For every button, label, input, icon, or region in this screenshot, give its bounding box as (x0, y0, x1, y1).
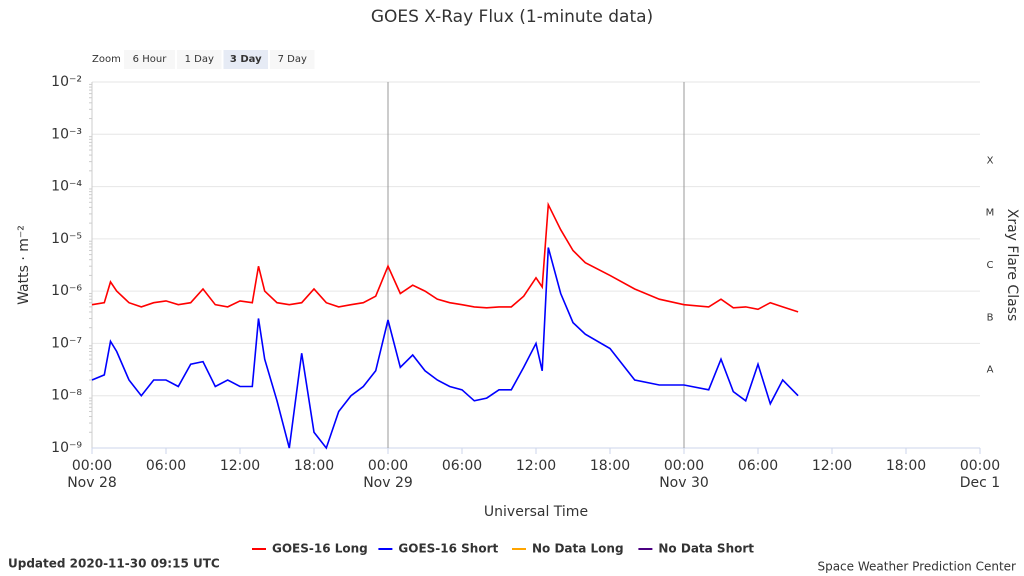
flare-class: B (987, 312, 994, 323)
legend-label[interactable]: GOES-16 Long (272, 542, 368, 556)
zoom-button-bg[interactable] (177, 50, 222, 69)
x-tick-date: Dec 1 (960, 475, 1000, 491)
flare-class: A (987, 365, 994, 376)
series-line (91, 247, 799, 450)
x-tick-date: Nov 30 (659, 475, 709, 491)
x-tick-label: 00:00 (664, 458, 704, 474)
zoom-button[interactable]: 1 Day (185, 54, 214, 65)
y-axis-title: Watts · m⁻² (16, 225, 32, 305)
x-tick-label: 00:00 (960, 458, 1000, 474)
x-tick-label: 06:00 (738, 458, 778, 474)
legend-label[interactable]: GOES-16 Short (398, 542, 498, 556)
x-tick-label: 12:00 (516, 458, 556, 474)
series-line (91, 201, 799, 313)
y-tick-label: 10⁻⁸ (51, 388, 82, 404)
x-tick-label: 00:00 (368, 458, 408, 474)
legend-label[interactable]: No Data Long (532, 542, 624, 556)
flare-class: X (987, 155, 994, 166)
updated: Updated 2020-11-30 09:15 UTC (8, 557, 220, 571)
legend-label[interactable]: No Data Short (658, 542, 754, 556)
chart-title: GOES X-Ray Flux (1-minute data) (371, 7, 653, 27)
x-tick-label: 06:00 (442, 458, 482, 474)
zoom-button[interactable]: 6 Hour (133, 54, 168, 65)
x-tick-label: 00:00 (72, 458, 112, 474)
x-tick-date: Nov 28 (67, 475, 117, 491)
x-axis-title: Universal Time (484, 504, 588, 520)
x-tick-label: 12:00 (220, 458, 260, 474)
y-tick-label: 10⁻⁶ (51, 283, 82, 299)
y-tick-label: 10⁻² (51, 74, 82, 90)
zoom-button[interactable]: 7 Day (278, 54, 307, 65)
x-tick-label: 18:00 (590, 458, 630, 474)
zoom-button-bg[interactable] (270, 50, 315, 69)
y2-axis-title: Xray Flare Class (1004, 209, 1020, 322)
x-tick-date: Nov 29 (363, 475, 413, 491)
y-tick-label: 10⁻⁹ (51, 440, 82, 456)
y-tick-label: 10⁻⁴ (51, 179, 82, 195)
zoom-button-bg[interactable] (223, 50, 269, 69)
x-tick-label: 06:00 (146, 458, 186, 474)
y-tick-label: 10⁻⁷ (51, 335, 82, 351)
zoom-button-bg[interactable] (124, 50, 175, 69)
y-tick-label: 10⁻³ (51, 126, 82, 142)
zoom-button[interactable]: 3 Day (230, 54, 262, 65)
zoom-label: Zoom (92, 54, 121, 65)
y-tick-label: 10⁻⁵ (51, 231, 82, 247)
x-tick-label: 18:00 (294, 458, 334, 474)
x-tick-label: 12:00 (812, 458, 852, 474)
x-tick-label: 18:00 (886, 458, 926, 474)
flare-class: M (986, 208, 995, 219)
flare-class: C (987, 260, 994, 271)
credit: Space Weather Prediction Center (817, 560, 1016, 574)
